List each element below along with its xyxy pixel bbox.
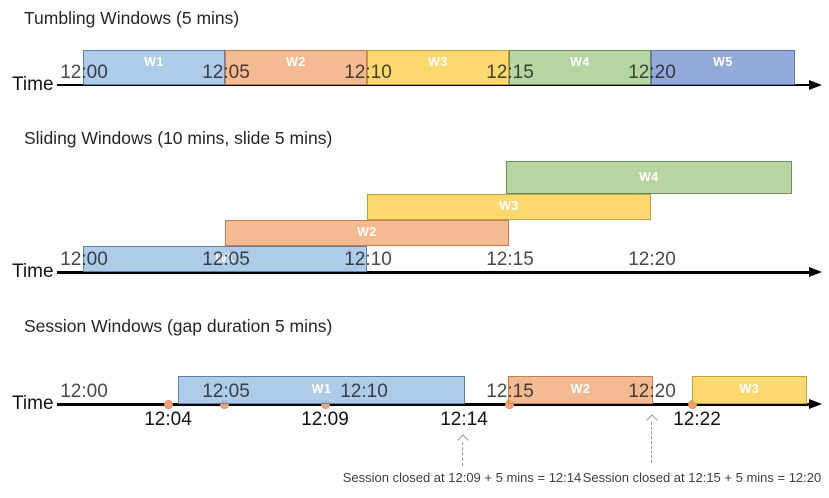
- axis-tick-label: 12:15: [486, 381, 534, 402]
- event-time-label: 12:04: [144, 409, 192, 430]
- window-label-w3: W3: [739, 382, 760, 396]
- window-box-w1: [83, 246, 367, 272]
- window-box-w4: [506, 161, 792, 194]
- window-label-w2: W2: [357, 225, 377, 239]
- window-box-w2: [225, 220, 509, 246]
- window-label-w2: W2: [286, 55, 306, 69]
- axis-tick-label: 12:10: [344, 62, 392, 83]
- axis-tick-label: 12:15: [486, 249, 534, 270]
- time-axis-arrowhead-icon: [809, 79, 822, 90]
- window-label-w3: W3: [428, 55, 448, 69]
- window-label-w4: W4: [570, 55, 590, 69]
- window-label-w1: W1: [311, 382, 332, 396]
- axis-tick-label: 12:10: [344, 249, 392, 270]
- time-axis-label: Time: [12, 393, 54, 414]
- time-axis-line: [57, 270, 810, 274]
- axis-tick-label: 12:00: [60, 249, 108, 270]
- axis-tick-label: 12:05: [202, 249, 250, 270]
- window-box-w1: [83, 50, 225, 85]
- time-axis-label: Time: [12, 261, 54, 282]
- event-dot-icon: [163, 399, 173, 409]
- axis-tick-label: 12:00: [60, 381, 108, 402]
- callout-text: Session closed at 12:09 + 5 mins = 12:14: [342, 470, 582, 485]
- axis-tick-label: 12:05: [202, 62, 250, 83]
- window-label-w1: W1: [215, 251, 235, 265]
- window-box-w4: [509, 50, 651, 85]
- axis-tick-label: 12:05: [202, 381, 250, 402]
- axis-tick-label: 12:20: [628, 62, 676, 83]
- callout-dashed-line: [651, 422, 653, 463]
- event-time-label: 12:14: [440, 409, 488, 430]
- window-box-w1: [178, 376, 465, 404]
- window-label-w2: W2: [570, 382, 591, 396]
- time-axis-label: Time: [12, 74, 54, 95]
- time-axis-line: [57, 402, 810, 406]
- axis-tick-label: 12:15: [486, 62, 534, 83]
- window-box-w5: [651, 50, 795, 85]
- event-time-label: 12:09: [301, 409, 349, 430]
- axis-tick-label: 12:00: [60, 62, 108, 83]
- window-label-w3: W3: [499, 199, 519, 213]
- window-box-w2: [225, 50, 367, 85]
- callout-text: Session closed at 12:15 + 5 mins = 12:20: [582, 470, 822, 485]
- window-label-w5: W5: [713, 55, 733, 69]
- window-box-w3: [692, 376, 807, 404]
- axis-tick-label: 12:10: [340, 381, 388, 402]
- section-title-session: Session Windows (gap duration 5 mins): [24, 316, 333, 336]
- callout-dashed-line: [462, 442, 464, 466]
- window-label-w4: W4: [639, 169, 659, 184]
- time-axis-arrowhead-icon: [809, 398, 822, 409]
- time-axis-line: [57, 84, 810, 86]
- window-box-w3: [367, 194, 651, 220]
- section-title-sliding: Sliding Windows (10 mins, slide 5 mins): [24, 128, 333, 148]
- window-box-w2: [508, 376, 653, 404]
- section-title-tumbling: Tumbling Windows (5 mins): [24, 8, 240, 28]
- time-axis-arrowhead-icon: [809, 266, 822, 277]
- axis-tick-label: 12:20: [628, 381, 676, 402]
- axis-tick-label: 12:20: [628, 249, 676, 270]
- window-box-w3: [367, 50, 509, 85]
- window-label-w1: W1: [144, 55, 164, 69]
- event-time-label: 12:22: [673, 409, 721, 430]
